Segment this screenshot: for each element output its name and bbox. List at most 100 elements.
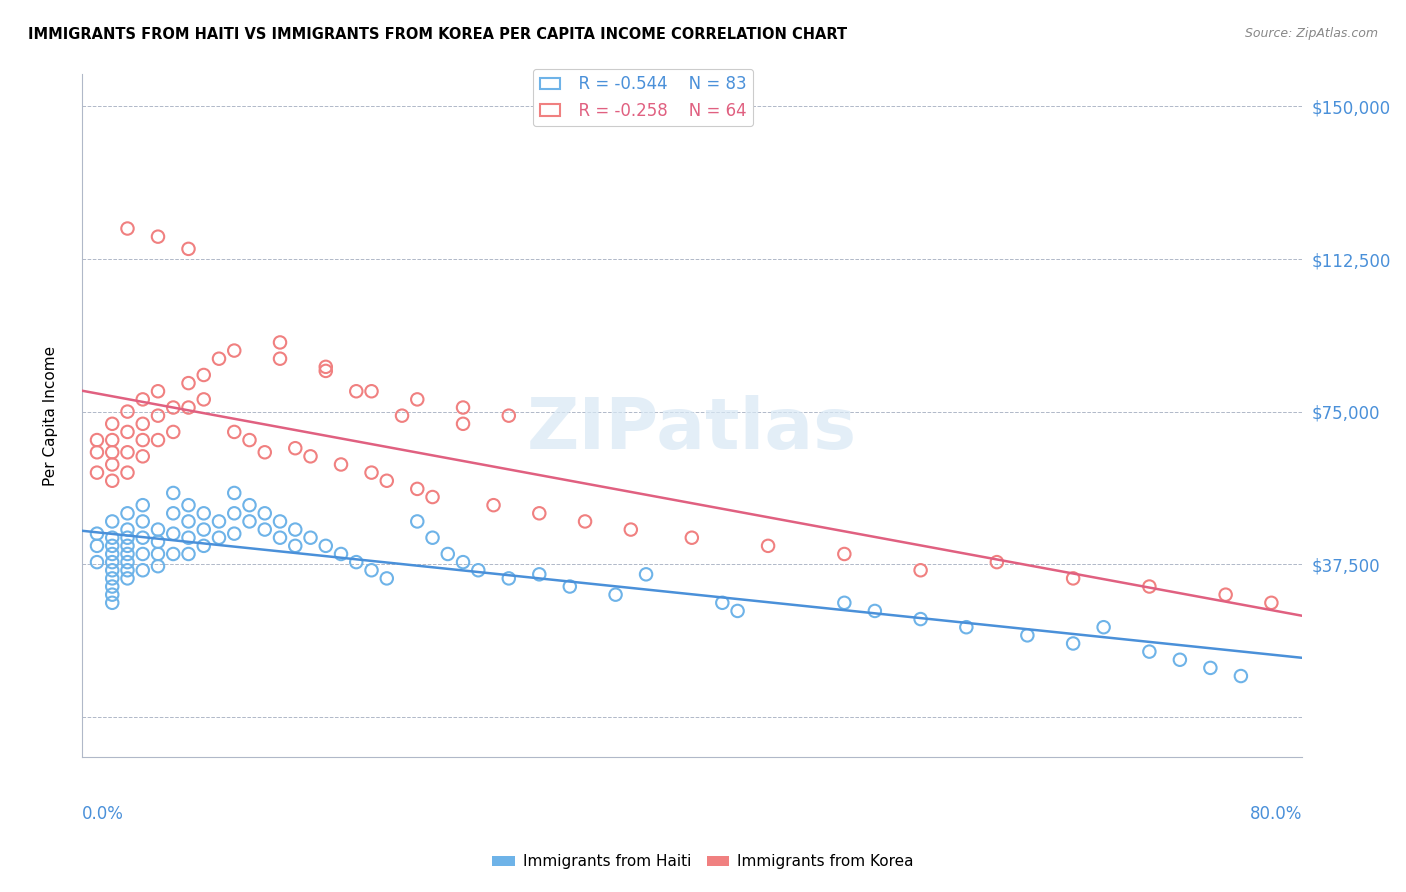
Point: [910, 612, 932, 626]
Point: [101, 596, 124, 610]
Point: [132, 392, 155, 407]
Point: [177, 515, 200, 529]
Point: [636, 567, 658, 582]
Point: [162, 547, 184, 561]
Point: [238, 433, 260, 447]
Point: [177, 242, 200, 256]
Point: [224, 506, 246, 520]
Point: [620, 523, 643, 537]
Point: [284, 539, 307, 553]
Point: [1017, 628, 1039, 642]
Point: [253, 506, 276, 520]
Point: [224, 526, 246, 541]
Point: [146, 229, 169, 244]
Point: [177, 531, 200, 545]
Point: [101, 539, 124, 553]
Point: [177, 547, 200, 561]
Point: [224, 343, 246, 358]
Point: [132, 515, 155, 529]
Point: [132, 433, 155, 447]
Point: [422, 490, 444, 504]
Point: [330, 458, 353, 472]
Point: [101, 580, 124, 594]
Point: [146, 559, 169, 574]
Point: [101, 547, 124, 561]
Point: [482, 498, 505, 512]
Point: [1215, 588, 1237, 602]
Point: [605, 588, 627, 602]
Point: [162, 425, 184, 439]
Point: [284, 523, 307, 537]
Point: [208, 531, 231, 545]
Point: [117, 445, 139, 459]
Point: [299, 450, 322, 464]
Point: [406, 482, 429, 496]
Point: [1062, 571, 1084, 585]
Point: [238, 515, 260, 529]
Point: [177, 376, 200, 391]
Point: [117, 221, 139, 235]
Point: [101, 531, 124, 545]
Point: [86, 433, 108, 447]
Point: [391, 409, 413, 423]
Point: [375, 474, 398, 488]
Point: [238, 498, 260, 512]
Point: [360, 466, 382, 480]
Point: [132, 547, 155, 561]
Text: IMMIGRANTS FROM HAITI VS IMMIGRANTS FROM KOREA PER CAPITA INCOME CORRELATION CHA: IMMIGRANTS FROM HAITI VS IMMIGRANTS FROM…: [28, 27, 848, 42]
Point: [146, 384, 169, 399]
Point: [863, 604, 886, 618]
Point: [193, 506, 215, 520]
Point: [498, 409, 520, 423]
Point: [727, 604, 749, 618]
Point: [86, 539, 108, 553]
Point: [1062, 636, 1084, 650]
Point: [132, 531, 155, 545]
Point: [1168, 653, 1191, 667]
Point: [117, 547, 139, 561]
Point: [132, 417, 155, 431]
Point: [498, 571, 520, 585]
Point: [117, 404, 139, 418]
Point: [955, 620, 977, 634]
Point: [177, 498, 200, 512]
Point: [162, 486, 184, 500]
Point: [101, 445, 124, 459]
Point: [86, 466, 108, 480]
Point: [269, 531, 291, 545]
Point: [224, 425, 246, 439]
Text: 80.0%: 80.0%: [1250, 805, 1302, 823]
Point: [406, 392, 429, 407]
Point: [529, 506, 551, 520]
Point: [117, 531, 139, 545]
Point: [756, 539, 779, 553]
Point: [101, 571, 124, 585]
Text: 0.0%: 0.0%: [82, 805, 124, 823]
Point: [117, 539, 139, 553]
Point: [101, 433, 124, 447]
Point: [1199, 661, 1222, 675]
Point: [574, 515, 596, 529]
Point: [146, 523, 169, 537]
Point: [360, 563, 382, 577]
Point: [117, 571, 139, 585]
Point: [117, 425, 139, 439]
Y-axis label: Per Capita Income: Per Capita Income: [44, 345, 58, 486]
Point: [193, 368, 215, 382]
Point: [360, 384, 382, 399]
Point: [146, 433, 169, 447]
Point: [269, 351, 291, 366]
Point: [208, 351, 231, 366]
Point: [436, 547, 458, 561]
Point: [117, 555, 139, 569]
Point: [132, 563, 155, 577]
Point: [299, 531, 322, 545]
Point: [101, 555, 124, 569]
Point: [162, 506, 184, 520]
Point: [422, 531, 444, 545]
Point: [330, 547, 353, 561]
Point: [117, 506, 139, 520]
Text: ZIPatlas: ZIPatlas: [527, 395, 856, 464]
Point: [193, 392, 215, 407]
Point: [1092, 620, 1115, 634]
